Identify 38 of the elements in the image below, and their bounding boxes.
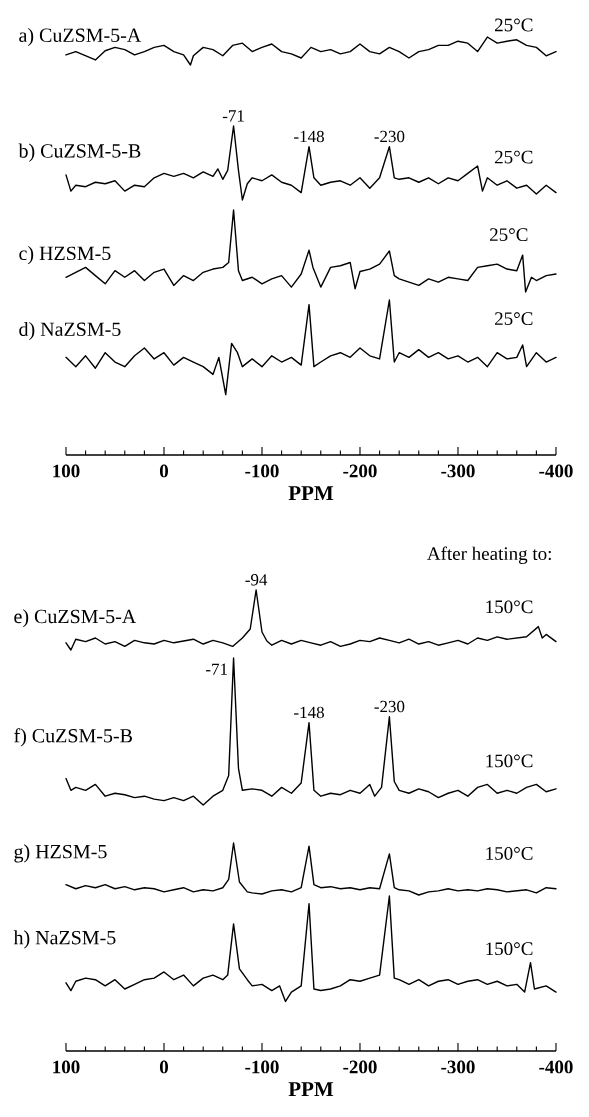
- annotation: 150°C: [486, 754, 533, 768]
- text: f) CuZSM-5-B: [14, 728, 132, 747]
- annotation: -94: [245, 574, 268, 586]
- x-tick-label: 100: [53, 1060, 80, 1074]
- x-axis-title: PPM: [288, 1082, 334, 1096]
- annotation: 150°C: [486, 600, 533, 614]
- x-tick-label: -200: [343, 1060, 377, 1074]
- x-tick-label: 100: [53, 464, 80, 478]
- annotation: -148: [294, 130, 324, 143]
- annotation: 25°C: [495, 312, 533, 326]
- x-tick-label: -100: [245, 1060, 279, 1074]
- x-tick-label: -200: [343, 464, 377, 478]
- series-label: g) HZSM-5: [14, 844, 107, 863]
- series-label: c) HZSM-5: [19, 246, 111, 265]
- annotation: 25°C: [490, 228, 528, 242]
- series-label: b) CuZSM-5-B: [18, 143, 141, 162]
- series-label: d) NaZSM-5: [19, 321, 121, 341]
- x-tick-label: 0: [159, 1060, 169, 1074]
- series-label: e) CuZSM-5-A: [14, 609, 137, 628]
- x-tick-label: -400: [539, 1060, 573, 1074]
- series-label: a) CuZSM-5-A: [19, 27, 142, 47]
- annotation: -148: [294, 706, 324, 719]
- series-label: h) NaZSM-5: [13, 930, 116, 949]
- annotation: -230: [374, 130, 405, 143]
- annotation: 150°C: [486, 942, 533, 956]
- annotation: -71: [206, 663, 228, 675]
- text: After heating to:: [427, 546, 551, 564]
- text: 25°C: [495, 18, 533, 32]
- annotation: -71: [222, 110, 244, 122]
- x-tick-label: -300: [441, 464, 475, 478]
- annotation: 150°C: [486, 847, 533, 860]
- x-axis-title: PPM: [288, 486, 334, 500]
- annotation: 25°C: [495, 150, 533, 164]
- x-tick-label: -400: [539, 464, 573, 478]
- x-tick-label: -300: [441, 1060, 475, 1074]
- x-tick-label: 0: [159, 464, 169, 478]
- annotation: -230: [374, 700, 405, 713]
- x-tick-label: -100: [245, 464, 279, 478]
